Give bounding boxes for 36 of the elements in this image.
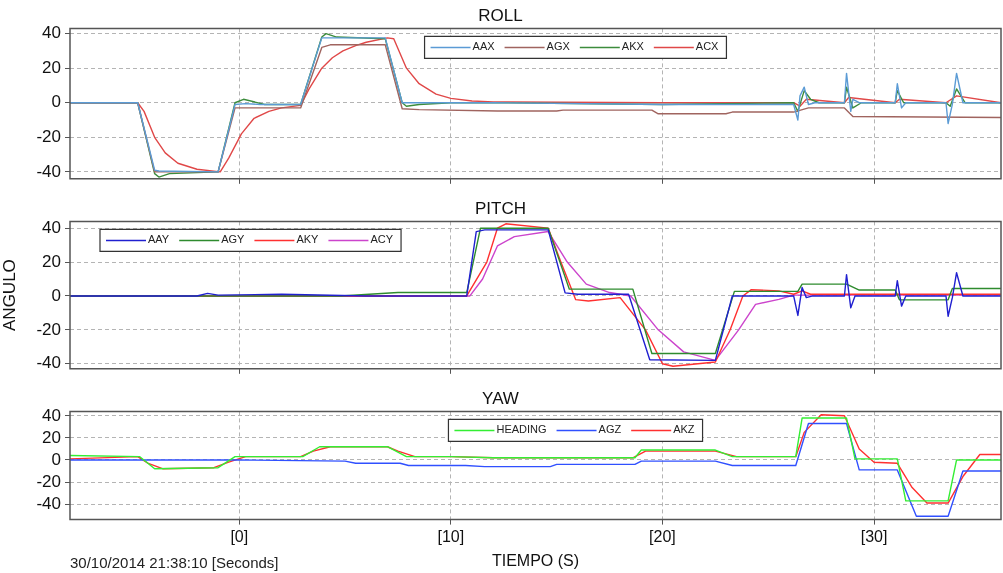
y-tick-label: 40 xyxy=(42,405,61,425)
legend-label: AAX xyxy=(472,40,496,53)
legend-label: AAY xyxy=(148,233,170,246)
y-tick-label: 40 xyxy=(42,217,61,237)
y-axis-title: ANGULO xyxy=(0,259,19,331)
y-tick-label: 0 xyxy=(51,92,61,112)
y-tick-label: 20 xyxy=(42,57,61,77)
legend-label: ACY xyxy=(370,233,394,246)
chart-title: PITCH xyxy=(475,198,526,218)
y-tick-label: 0 xyxy=(51,449,61,469)
legend-label: AGY xyxy=(221,233,246,246)
x-tick-label: [10] xyxy=(437,527,465,545)
y-tick-label: -20 xyxy=(36,471,61,491)
legend-label: ACX xyxy=(695,40,720,53)
text: 30/10/2014 21:38:10 [Seconds] xyxy=(70,553,279,571)
chart-title: ROLL xyxy=(478,5,523,25)
x-axis-title: TIEMPO (S) xyxy=(491,551,580,569)
y-tick-label: 40 xyxy=(42,23,61,43)
y-tick-label: -40 xyxy=(36,353,61,373)
x-tick-label: [20] xyxy=(649,527,676,545)
legend-label: AKZ xyxy=(673,423,695,436)
y-tick-label: -20 xyxy=(36,127,61,146)
legend-label: HEADING xyxy=(496,423,547,436)
legend-label: AKX xyxy=(621,40,645,53)
y-tick-label: 0 xyxy=(51,285,61,305)
y-tick-label: -20 xyxy=(36,319,61,339)
legend-label: AGX xyxy=(546,40,571,53)
chart-title: YAW xyxy=(482,388,519,408)
y-tick-label: 20 xyxy=(42,427,61,447)
y-tick-label: 20 xyxy=(42,251,61,271)
y-tick-label: -40 xyxy=(36,161,61,181)
y-tick-label: -40 xyxy=(36,493,61,513)
x-tick-label: [0] xyxy=(230,527,249,545)
x-tick-label: [30] xyxy=(860,527,888,545)
legend-label: AGZ xyxy=(598,423,622,436)
legend-label: AKY xyxy=(296,233,320,246)
